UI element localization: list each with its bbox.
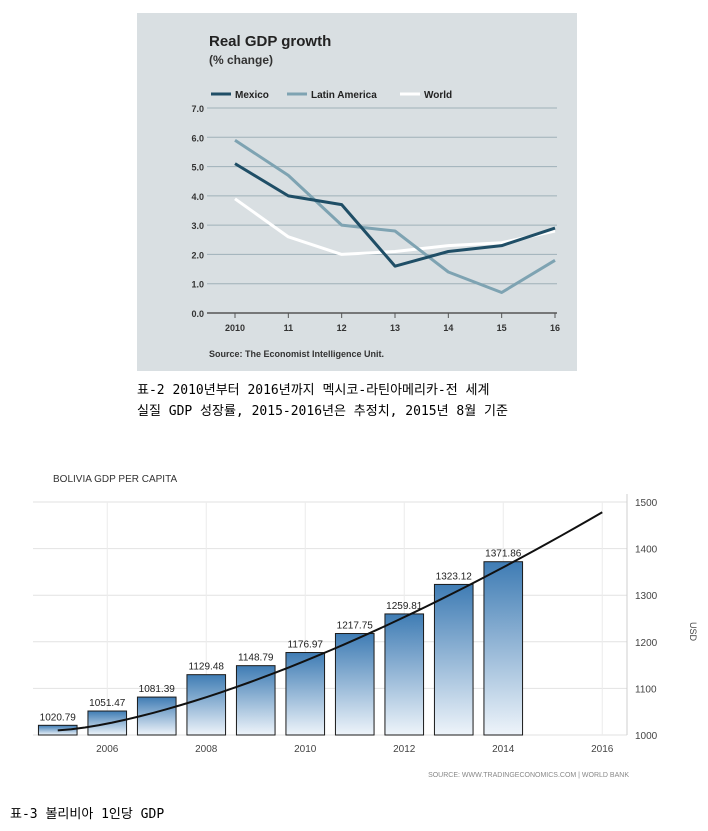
chart1-x-tick-labels: 2010 11 12 13 14 15 16 [225,313,560,333]
chart2-x-tick-labels: 2006 2008 2010 2012 2014 2016 [96,744,614,755]
chart1-gridlines [207,107,557,314]
chart1-y-tick-label: 7.0 [191,104,204,114]
chart2-trend-curve [57,511,603,732]
chart1-y-tick-labels: 0.0 1.0 2.0 3.0 4.0 5.0 6.0 7.0 [191,104,204,319]
figure1-caption-line1: 표-2 2010년부터 2016년까지 멕시코-라틴아메리카-전 세계 [137,383,490,398]
chart1-x-tick-label: 15 [497,323,507,333]
chart2-value-label: 1020.79 [40,712,77,723]
chart2-bar [433,583,474,736]
chart2-value-label: 1129.48 [189,662,225,673]
chart1-series-lines [234,138,556,294]
chart2-title: BOLIVIA GDP PER CAPITA [53,474,177,485]
chart1-y-tick-label: 0.0 [191,309,204,319]
chart1-background [137,13,577,371]
chart2-value-label: 1371.86 [485,549,522,560]
chart1-legend-label: World [424,90,452,101]
chart2-x-tick-label: 2008 [195,744,218,755]
chart1-x-tick-label: 14 [443,323,453,333]
chart1-y-tick-label: 5.0 [191,163,204,173]
chart2-y-tick-label: 1300 [635,591,658,602]
chart1-x-tick-label: 12 [337,323,347,333]
chart2-y-tick-label: 1200 [635,638,658,649]
chart2-y-tick-label: 1000 [635,731,658,742]
chart1-y-tick-label: 1.0 [191,280,204,290]
chart2-x-tick-label: 2006 [96,744,119,755]
chart2-value-label: 1148.79 [238,653,274,664]
chart2-source: SOURCE: WWW.TRADINGECONOMICS.COM | WORLD… [428,772,629,779]
chart2-bar [334,633,375,736]
chart2-value-label: 1051.47 [89,698,126,709]
chart2-x-tick-label: 2012 [393,744,416,755]
chart2-value-label: 1323.12 [436,571,473,582]
chart2-x-tick-label: 2010 [294,744,317,755]
chart2-bar [186,674,227,736]
chart2-bar [384,613,425,736]
chart1-legend-label: Latin America [311,90,377,101]
chart2-value-label: 1217.75 [337,621,374,632]
figure2-caption: 표-3 볼리비아 1인당 GDP [10,807,165,822]
chart1-legend-label: Mexico [235,90,269,101]
chart1-series-line [234,162,556,268]
chart1-y-tick-label: 2.0 [191,250,204,260]
chart2-value-label: 1259.81 [386,601,423,612]
chart1-source: Source: The Economist Intelligence Unit. [209,349,384,359]
chart1-y-tick-label: 4.0 [191,192,204,202]
chart2-y-tick-label: 1500 [635,498,658,509]
chart2-trend-line [57,511,603,732]
chart1-x-tick-label: 13 [390,323,400,333]
figure1-caption-line2: 실질 GDP 성장률, 2015-2016년은 추정치, 2015년 8월 기준 [137,404,508,419]
chart2-y-axis-label: USD [688,622,698,642]
chart2-x-tick-label: 2016 [591,744,614,755]
chart2-value-label: 1081.39 [139,684,176,695]
chart1-x-tick-label: 2010 [225,323,245,333]
chart2-y-tick-label: 1100 [635,684,657,695]
chart2-bar [285,652,326,736]
chart1-series-line [234,138,556,294]
chart1-x-tick-label: 16 [550,323,560,333]
real-gdp-growth-chart: Real GDP growth (% change) Mexico Latin A… [137,13,577,371]
chart2-bar [235,665,276,736]
chart2-x-tick-label: 2014 [492,744,515,755]
chart1-title: Real GDP growth [209,33,331,50]
chart2-value-labels: 1020.79 1051.47 1081.39 1129.48 1148.79 1176.… [40,549,522,724]
chart1-subtitle: (% change) [209,53,273,67]
figure1-caption: 표-2 2010년부터 2016년까지 멕시코-라틴아메리카-전 세계 실질 G… [137,380,657,422]
chart2-bar [483,561,524,736]
chart1-y-tick-label: 3.0 [191,221,204,231]
bolivia-gdp-per-capita-chart: BOLIVIA GDP PER CAPITA 1020.79 1051.47 108… [33,474,698,779]
chart1-series-line [234,197,556,256]
chart1-legend: Mexico Latin America World [211,90,452,101]
chart2-value-label: 1176.97 [288,640,324,651]
chart2-y-tick-label: 1400 [635,545,658,556]
chart1-x-tick-label: 11 [284,323,294,333]
chart2-y-tick-labels: 1000 1100 1200 1300 1400 1500 [635,498,658,742]
chart1-y-tick-label: 6.0 [191,133,204,143]
